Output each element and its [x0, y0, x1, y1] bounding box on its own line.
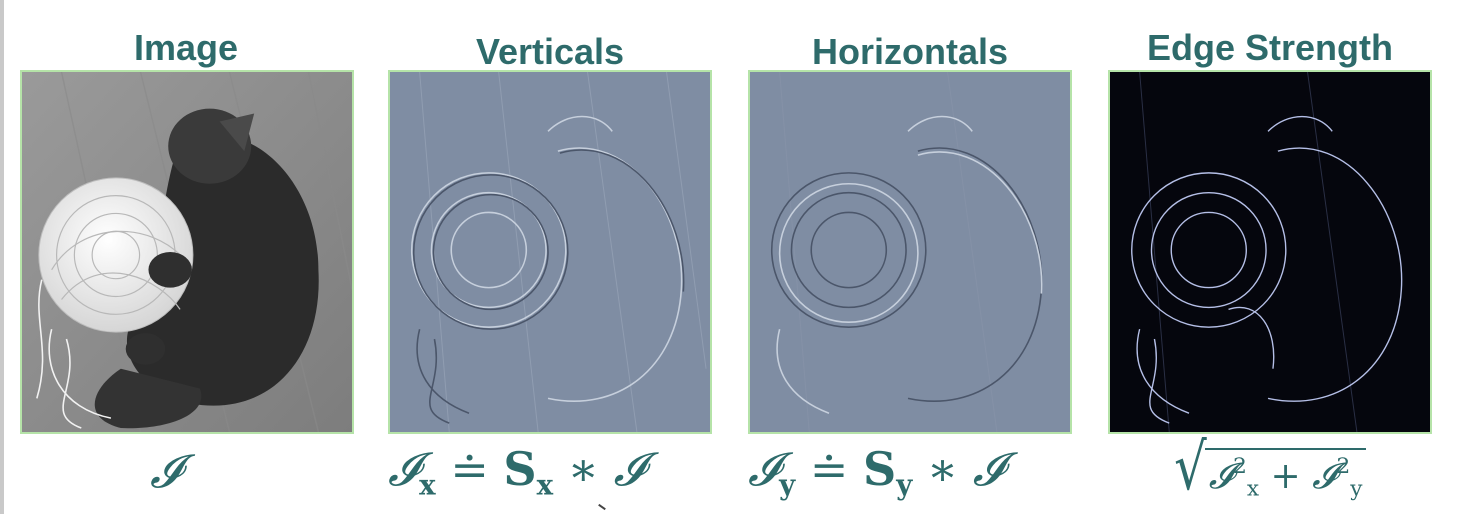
kitten-grayscale-image [22, 72, 352, 432]
vertical-gradient-image [390, 72, 710, 432]
edge-strength-panel [1108, 70, 1432, 434]
panel-title-edge-strength: Edge Strength [1146, 27, 1393, 68]
edge-magnitude-image [1110, 72, 1430, 432]
formula-verticals: 𝓘x ≐ Sx ∗ 𝓘 [388, 442, 645, 502]
horizontals-panel [748, 70, 1072, 434]
verticals-panel [388, 70, 712, 434]
panel-title-verticals: Verticals [475, 31, 625, 72]
cursor-tick [598, 503, 606, 511]
left-divider [0, 0, 4, 514]
image-panel [20, 70, 354, 434]
formula-image: 𝓘 [150, 446, 182, 497]
panel-title-image: Image [133, 27, 239, 68]
formula-edge-strength: √ 𝓘2x + 𝓘2y [1170, 436, 1367, 500]
panel-title-horizontals: Horizontals [811, 31, 1008, 72]
formula-horizontals: 𝓘y ≐ Sy ∗ 𝓘 [748, 442, 1004, 502]
horizontal-gradient-image [750, 72, 1070, 432]
